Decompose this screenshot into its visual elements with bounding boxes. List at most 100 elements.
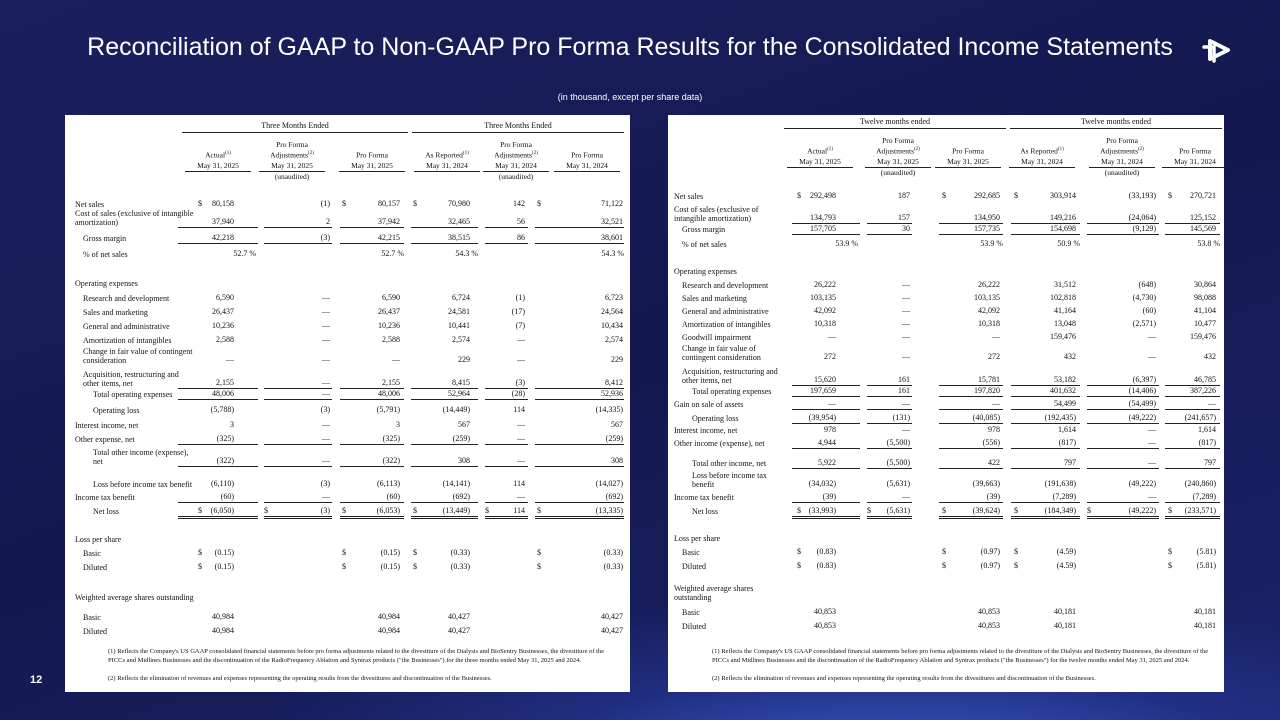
column-title: Actual — [807, 146, 828, 155]
table-cell: $ (0.83) — [792, 546, 860, 558]
table-cell: 30,864 — [1165, 279, 1220, 291]
cell-value: 114 — [513, 506, 525, 515]
table-cell: 2,588 — [340, 334, 404, 346]
table-cell: 1,614 — [1165, 424, 1220, 436]
table-cell: 37,940 — [178, 216, 258, 228]
row-label: Diluted — [83, 563, 107, 572]
cell-value: 40,181 — [1194, 621, 1216, 630]
table-cell: — — [867, 398, 912, 410]
table-cell: (24,064) — [1087, 212, 1159, 224]
table-cell: 5,922 — [792, 457, 860, 469]
table-cell: — — [1087, 491, 1159, 503]
dollar-sign: $ — [342, 199, 346, 208]
cell-value: 1,614 — [1198, 425, 1216, 434]
cell-value: (3) — [320, 506, 330, 515]
group-header: Twelve months ended — [1010, 117, 1222, 129]
cell-value: (33,193) — [1128, 191, 1156, 200]
cell-value: 42,215 — [378, 233, 400, 242]
table-cell: 98,088 — [1165, 292, 1220, 304]
table-cell: (3) — [485, 377, 528, 389]
cell-value: 26,437 — [212, 307, 234, 316]
table-cell: $114 — [485, 505, 528, 519]
cell-value: (648) — [1138, 280, 1156, 289]
cell-value: 41,164 — [1054, 306, 1076, 315]
cell-value: 53.9 % — [980, 239, 1003, 248]
table-cell: — — [485, 419, 528, 431]
cell-value: 86 — [517, 233, 525, 242]
table-cell: — — [939, 398, 1003, 410]
table-cell: (5,500) — [867, 437, 912, 449]
slide-subtitle: (in thousand, except per share data) — [557, 92, 703, 102]
cell-value: (5,500) — [886, 458, 910, 467]
row-label: Gross margin — [83, 234, 127, 243]
table-cell: $ (4.59) — [1011, 546, 1080, 558]
table-cell: 161 — [867, 385, 912, 397]
table-cell: $ (39,624) — [939, 505, 1003, 519]
cell-value: 26,222 — [978, 280, 1000, 289]
column-title: Pro Forma Adjustments — [1100, 135, 1139, 155]
cell-value: 3 — [396, 420, 400, 429]
cell-value: (692) — [605, 492, 623, 501]
cell-value: (5.81) — [1196, 547, 1216, 556]
cell-value: (13,449) — [442, 506, 470, 515]
cell-value: 272 — [988, 352, 1000, 361]
row-label: Total operating expenses — [692, 387, 772, 396]
table-cell: 32,521 — [535, 216, 624, 228]
cell-value: 303,914 — [1050, 191, 1076, 200]
table-cell: — — [264, 292, 332, 304]
table-cell: (322) — [178, 455, 258, 467]
dollar-sign: $ — [198, 199, 202, 208]
table-cell: — — [867, 331, 912, 343]
table-cell: $ (233,571) — [1165, 505, 1220, 519]
table-cell: (240,860) — [1165, 478, 1220, 490]
cell-value: — — [902, 280, 910, 289]
row-label: Other income (expense), net — [674, 439, 765, 448]
table-cell: 26,437 — [340, 306, 404, 318]
table-cell: — — [867, 424, 912, 436]
table-cell: — — [939, 331, 1003, 343]
cell-value: 26,222 — [814, 280, 836, 289]
column-header: Actual(1) — [185, 137, 251, 159]
table-cell: — — [485, 491, 528, 503]
row-label: Operating expenses — [75, 279, 138, 288]
cell-value: 154,698 — [1050, 224, 1076, 233]
column-header: Pro Forma — [339, 137, 405, 159]
table-cell: 41,104 — [1165, 305, 1220, 317]
column-date: May 31, 2024 — [1089, 157, 1155, 168]
table-cell: (6,113) — [340, 478, 404, 490]
table-cell: (49,222) — [1087, 478, 1159, 490]
table-cell: 157,735 — [939, 223, 1003, 235]
table-cell: 159,476 — [1165, 331, 1220, 343]
table-cell: $ (6,053) — [340, 505, 404, 519]
cell-value: — — [992, 332, 1000, 341]
unaudited-label: (unaudited) — [498, 172, 534, 181]
column-note: (2) — [1138, 146, 1144, 152]
cell-value: (60) — [1142, 306, 1156, 315]
table-cell: 422 — [939, 457, 1003, 469]
table-cell: (39) — [792, 491, 860, 503]
row-label: Net sales — [674, 192, 704, 201]
table-cell: — — [264, 354, 332, 366]
cell-value: 42,092 — [978, 306, 1000, 315]
table-cell: 157 — [867, 212, 912, 224]
cell-value: 142 — [513, 199, 525, 208]
table-cell: (817) — [1165, 437, 1220, 449]
table-cell: (692) — [411, 491, 478, 503]
cell-value: 6,590 — [382, 293, 400, 302]
dollar-sign: $ — [1168, 191, 1172, 200]
cell-value: (0.15) — [380, 548, 400, 557]
dollar-sign: $ — [537, 548, 541, 557]
table-cell: (325) — [340, 433, 404, 445]
cell-value: — — [517, 335, 525, 344]
cell-value: 80,158 — [212, 199, 234, 208]
dollar-sign: $ — [942, 506, 946, 515]
table-cell: 978 — [792, 424, 860, 436]
row-label: % of net sales — [83, 250, 128, 259]
table-cell: $ (0.33) — [535, 547, 624, 559]
table-cell: (322) — [340, 455, 404, 467]
row-label: Gain on sale of assets — [674, 400, 744, 409]
cell-value: — — [322, 434, 330, 443]
dollar-sign: $ — [342, 548, 346, 557]
row-label: Cost of sales (exclusive of intangible a… — [674, 205, 759, 223]
table-cell: — — [867, 279, 912, 291]
